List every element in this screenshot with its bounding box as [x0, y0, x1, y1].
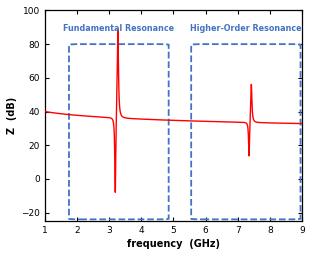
- Text: Higher-Order Resonance: Higher-Order Resonance: [190, 25, 302, 34]
- Y-axis label: Z  (dB): Z (dB): [7, 97, 17, 134]
- X-axis label: frequency  (GHz): frequency (GHz): [127, 239, 220, 249]
- Text: Fundamental Resonance: Fundamental Resonance: [63, 25, 174, 34]
